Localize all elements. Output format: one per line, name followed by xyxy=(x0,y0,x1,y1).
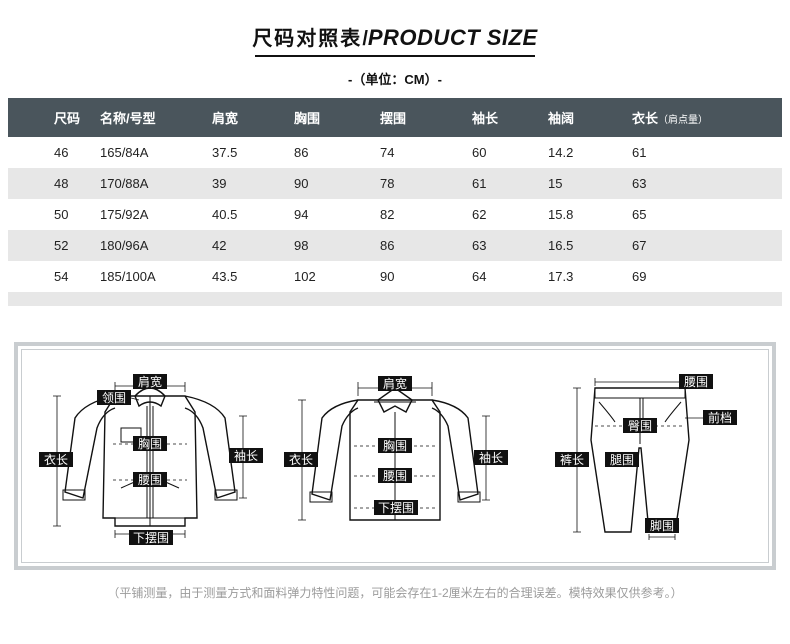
svg-text:下摆围: 下摆围 xyxy=(378,501,414,515)
cell: 94 xyxy=(290,199,376,230)
cell: 175/92A xyxy=(96,199,208,230)
table-row: 48170/88A399078611563 xyxy=(8,168,782,199)
svg-text:腿围: 腿围 xyxy=(610,453,634,467)
table-footer-strip xyxy=(8,292,782,306)
th-cuff: 袖阔 xyxy=(544,98,628,137)
jacket-diagram: 肩宽 领围 胸围 腰围 衣长 xyxy=(35,368,265,548)
cell: 39 xyxy=(208,168,290,199)
th-chest: 胸围 xyxy=(290,98,376,137)
cell: 63 xyxy=(628,168,782,199)
cell: 90 xyxy=(376,261,468,292)
measurement-note: （平铺测量，由于测量方式和面料弹力特性问题，可能会存在1-2厘米左右的合理误差。… xyxy=(8,584,782,601)
svg-text:腰围: 腰围 xyxy=(138,473,162,487)
cell: 90 xyxy=(290,168,376,199)
th-size: 尺码 xyxy=(8,98,96,137)
cell: 67 xyxy=(628,230,782,261)
svg-text:腰围: 腰围 xyxy=(684,375,708,389)
table-header-row: 尺码 名称/号型 肩宽 胸围 摆围 袖长 袖阔 衣长（肩点量） xyxy=(8,98,782,137)
svg-text:前档: 前档 xyxy=(708,410,732,425)
svg-text:肩宽: 肩宽 xyxy=(383,376,407,391)
cell: 54 xyxy=(8,261,96,292)
cell: 63 xyxy=(468,230,544,261)
shirt-diagram: 肩宽 胸围 腰围 下摆围 衣长 xyxy=(280,368,510,548)
svg-text:衣长: 衣长 xyxy=(289,452,313,467)
cell: 37.5 xyxy=(208,137,290,168)
cell: 15.8 xyxy=(544,199,628,230)
cell: 69 xyxy=(628,261,782,292)
th-spec: 名称/号型 xyxy=(96,98,208,137)
svg-text:脚围: 脚围 xyxy=(650,518,674,533)
cell: 86 xyxy=(376,230,468,261)
cell: 17.3 xyxy=(544,261,628,292)
svg-text:袖长: 袖长 xyxy=(479,450,503,465)
cell: 46 xyxy=(8,137,96,168)
diagram-inner: 肩宽 领围 胸围 腰围 衣长 xyxy=(21,349,769,563)
cell: 61 xyxy=(468,168,544,199)
pants-diagram: 腰围 前档 臀围 腿围 裤长 xyxy=(525,368,755,548)
cell: 40.5 xyxy=(208,199,290,230)
cell: 42 xyxy=(208,230,290,261)
cell: 64 xyxy=(468,261,544,292)
cell: 170/88A xyxy=(96,168,208,199)
unit-label: -（单位：CM）- xyxy=(8,69,782,88)
cell: 86 xyxy=(290,137,376,168)
cell: 102 xyxy=(290,261,376,292)
table-row: 54185/100A43.5102906417.369 xyxy=(8,261,782,292)
svg-text:衣长: 衣长 xyxy=(44,452,68,467)
svg-text:下摆围: 下摆围 xyxy=(133,531,169,545)
cell: 61 xyxy=(628,137,782,168)
cell: 16.5 xyxy=(544,230,628,261)
th-hem: 摆围 xyxy=(376,98,468,137)
cell: 78 xyxy=(376,168,468,199)
svg-text:领围: 领围 xyxy=(102,391,126,405)
svg-text:臀围: 臀围 xyxy=(628,419,652,433)
svg-text:肩宽: 肩宽 xyxy=(138,374,162,389)
cell: 50 xyxy=(8,199,96,230)
title: 尺码对照表/PRODUCT SIZE xyxy=(8,22,782,57)
diagram-frame: 肩宽 领围 胸围 腰围 衣长 xyxy=(14,342,776,570)
cell: 74 xyxy=(376,137,468,168)
svg-text:胸围: 胸围 xyxy=(138,436,162,451)
cell: 43.5 xyxy=(208,261,290,292)
th-shoulder: 肩宽 xyxy=(208,98,290,137)
title-cn: 尺码对照表 xyxy=(252,28,362,50)
svg-text:胸围: 胸围 xyxy=(383,438,407,453)
cell: 165/84A xyxy=(96,137,208,168)
svg-text:袖长: 袖长 xyxy=(234,448,258,463)
cell: 65 xyxy=(628,199,782,230)
cell: 98 xyxy=(290,230,376,261)
cell: 185/100A xyxy=(96,261,208,292)
table-row: 50175/92A40.594826215.865 xyxy=(8,199,782,230)
th-length: 衣长（肩点量） xyxy=(628,98,782,137)
table-row: 46165/84A37.586746014.261 xyxy=(8,137,782,168)
cell: 52 xyxy=(8,230,96,261)
cell: 60 xyxy=(468,137,544,168)
cell: 82 xyxy=(376,199,468,230)
cell: 62 xyxy=(468,199,544,230)
svg-text:腰围: 腰围 xyxy=(383,469,407,483)
cell: 14.2 xyxy=(544,137,628,168)
cell: 15 xyxy=(544,168,628,199)
cell: 180/96A xyxy=(96,230,208,261)
cell: 48 xyxy=(8,168,96,199)
size-table: 尺码 名称/号型 肩宽 胸围 摆围 袖长 袖阔 衣长（肩点量） 46165/84… xyxy=(8,98,782,292)
title-underline xyxy=(255,55,535,57)
svg-text:裤长: 裤长 xyxy=(560,453,584,467)
table-row: 52180/96A4298866316.567 xyxy=(8,230,782,261)
title-en: PRODUCT SIZE xyxy=(368,25,538,50)
th-sleeve: 袖长 xyxy=(468,98,544,137)
